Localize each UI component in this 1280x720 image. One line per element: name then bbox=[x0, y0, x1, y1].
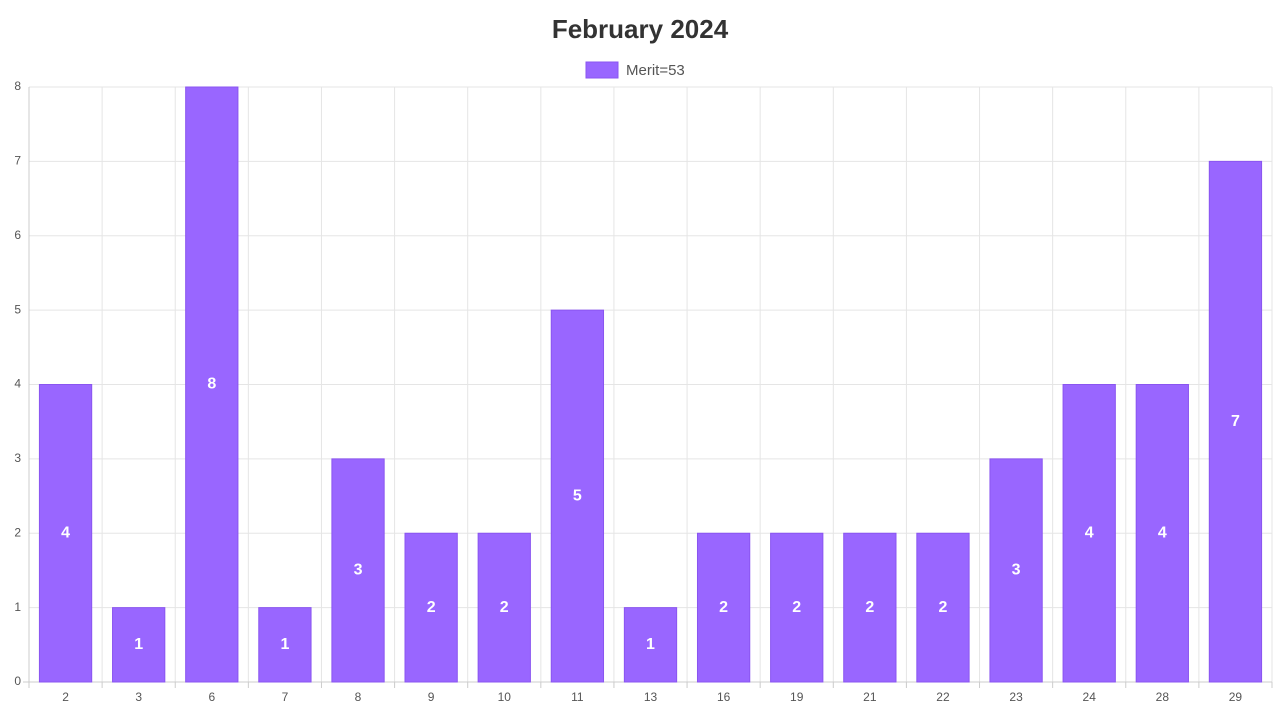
x-tick-label: 10 bbox=[498, 690, 512, 704]
bar bbox=[477, 532, 531, 683]
x-tick-label: 9 bbox=[428, 690, 435, 704]
bar bbox=[770, 532, 824, 683]
x-tick-label: 2 bbox=[62, 690, 69, 704]
y-tick-label: 0 bbox=[14, 674, 21, 688]
legend-label: Merit=53 bbox=[626, 62, 685, 79]
bar bbox=[185, 86, 239, 683]
data-label: 3 bbox=[354, 562, 363, 579]
data-label: 4 bbox=[1085, 524, 1094, 541]
bar bbox=[916, 532, 970, 683]
bar bbox=[989, 458, 1043, 683]
x-tick-label: 7 bbox=[282, 690, 289, 704]
bar bbox=[550, 309, 605, 683]
x-tick-label: 24 bbox=[1083, 690, 1097, 704]
legend-swatch bbox=[585, 61, 619, 79]
x-tick-label: 16 bbox=[717, 690, 731, 704]
x-tick-label: 22 bbox=[936, 690, 950, 704]
data-label: 1 bbox=[646, 636, 655, 653]
x-tick-label: 19 bbox=[790, 690, 804, 704]
data-label: 2 bbox=[865, 599, 874, 616]
data-label: 4 bbox=[1158, 524, 1167, 541]
data-label: 2 bbox=[427, 599, 436, 616]
bar bbox=[404, 532, 458, 683]
bar bbox=[623, 607, 678, 683]
y-tick-label: 7 bbox=[14, 154, 21, 168]
bar bbox=[1062, 384, 1116, 683]
x-tick-label: 28 bbox=[1156, 690, 1170, 704]
data-label: 2 bbox=[939, 599, 948, 616]
x-tick-label: 21 bbox=[863, 690, 877, 704]
data-label: 2 bbox=[792, 599, 801, 616]
bar bbox=[1135, 384, 1189, 683]
y-tick-label: 6 bbox=[14, 228, 21, 242]
data-label: 2 bbox=[719, 599, 728, 616]
x-tick-label: 23 bbox=[1009, 690, 1023, 704]
data-label: 8 bbox=[207, 376, 216, 393]
y-tick-label: 4 bbox=[14, 377, 21, 391]
data-label: 3 bbox=[1012, 562, 1021, 579]
y-tick-label: 3 bbox=[14, 451, 21, 465]
bar bbox=[843, 532, 897, 683]
x-tick-label: 6 bbox=[208, 690, 215, 704]
x-tick-label: 8 bbox=[355, 690, 362, 704]
data-label: 7 bbox=[1231, 413, 1240, 430]
bar bbox=[696, 532, 751, 683]
bar bbox=[331, 458, 385, 683]
x-tick-label: 29 bbox=[1229, 690, 1243, 704]
x-tick-label: 3 bbox=[135, 690, 142, 704]
bar bbox=[258, 607, 312, 683]
bar bbox=[38, 384, 93, 683]
bar bbox=[112, 607, 166, 683]
y-tick-label: 8 bbox=[14, 79, 21, 93]
x-tick-label: 11 bbox=[571, 690, 584, 704]
data-label: 1 bbox=[280, 636, 289, 653]
y-tick-label: 2 bbox=[14, 525, 21, 539]
data-label: 2 bbox=[500, 599, 509, 616]
data-label: 5 bbox=[573, 487, 582, 504]
x-tick-label: 13 bbox=[644, 690, 658, 704]
chart-title: February 2024 bbox=[552, 14, 729, 44]
y-tick-label: 5 bbox=[14, 302, 21, 316]
bar bbox=[1208, 160, 1263, 683]
data-label: 4 bbox=[61, 524, 70, 541]
y-tick-label: 1 bbox=[14, 600, 21, 614]
data-label: 1 bbox=[134, 636, 143, 653]
